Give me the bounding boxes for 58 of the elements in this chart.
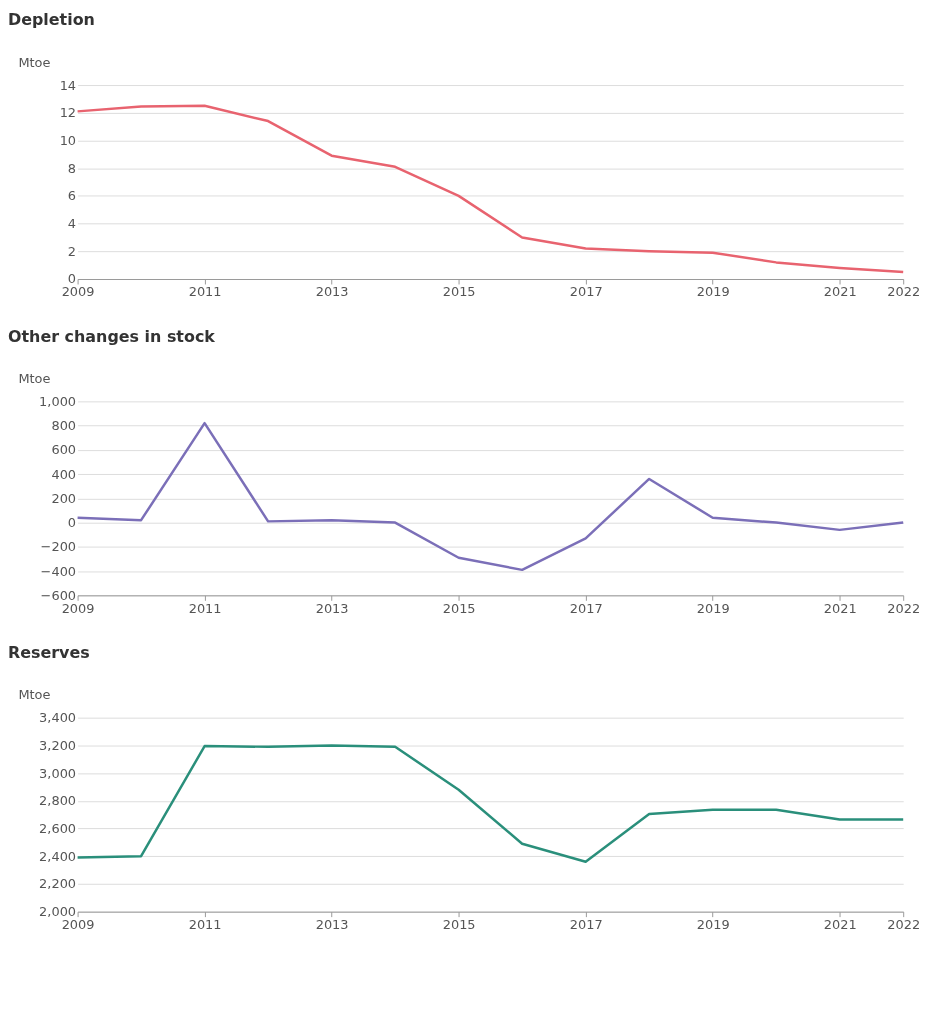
chart-title: Depletion xyxy=(7,10,95,30)
y-tick-label: 3,000 xyxy=(39,765,77,781)
y-tick-label: 3,200 xyxy=(39,737,77,753)
y-tick-label: −200 xyxy=(40,539,77,555)
y-tick-label: 600 xyxy=(51,442,77,458)
line-series xyxy=(76,104,905,274)
x-tick-label: 2009 xyxy=(61,917,95,933)
y-tick-label: −400 xyxy=(40,563,77,579)
x-tick-label: 2017 xyxy=(569,284,603,300)
y-tick-label: 6 xyxy=(67,188,77,204)
x-tick-label: 2015 xyxy=(442,600,476,616)
y-tick-label: 2,000 xyxy=(39,904,77,920)
x-tick-label: 2022 xyxy=(887,284,921,300)
x-tick-label: 2011 xyxy=(188,600,222,616)
y-tick-label: 200 xyxy=(51,490,77,506)
line-series xyxy=(76,421,905,572)
x-tick-label: 2015 xyxy=(442,284,476,300)
x-tick-label: 2009 xyxy=(61,600,95,616)
x-tick-label: 2013 xyxy=(315,284,349,300)
y-tick-label: 3,400 xyxy=(39,710,77,726)
y-tick-label: 12 xyxy=(59,105,77,121)
y-tick-label: 2,400 xyxy=(39,848,77,864)
y-tick-label: −600 xyxy=(40,587,77,603)
y-tick-label: 14 xyxy=(59,77,77,93)
x-tick-label: 2017 xyxy=(569,600,603,616)
y-axis-title: Mtoe xyxy=(18,54,51,70)
x-tick-label: 2013 xyxy=(315,917,349,933)
y-tick-label: 10 xyxy=(59,132,77,148)
y-tick-label: 0 xyxy=(67,515,77,531)
y-tick-label: 1,000 xyxy=(39,393,77,409)
y-tick-label: 800 xyxy=(51,418,77,434)
y-tick-label: 2,800 xyxy=(39,793,77,809)
x-tick-label: 2021 xyxy=(823,600,857,616)
y-tick-label: 2 xyxy=(67,243,77,259)
x-tick-label: 2011 xyxy=(188,284,222,300)
x-tick-label: 2021 xyxy=(823,284,857,300)
x-tick-label: 2022 xyxy=(887,600,921,616)
y-axis-title: Mtoe xyxy=(18,370,51,386)
line-series xyxy=(76,744,905,864)
y-tick-label: 0 xyxy=(67,271,77,287)
x-tick-label: 2017 xyxy=(569,917,603,933)
x-tick-label: 2019 xyxy=(696,284,730,300)
y-tick-label: 2,200 xyxy=(39,876,77,892)
x-tick-label: 2022 xyxy=(887,917,921,933)
x-tick-label: 2013 xyxy=(315,600,349,616)
x-tick-label: 2011 xyxy=(188,917,222,933)
y-tick-label: 8 xyxy=(67,160,77,176)
chart-title: Reserves xyxy=(7,643,90,662)
x-tick-label: 2019 xyxy=(696,600,730,616)
y-tick-label: 400 xyxy=(51,466,77,482)
y-axis-title: Mtoe xyxy=(18,687,51,703)
chart-title: Other changes in stock xyxy=(7,326,216,346)
x-tick-label: 2009 xyxy=(61,284,95,300)
y-tick-label: 4 xyxy=(67,216,77,232)
x-tick-label: 2019 xyxy=(696,917,730,933)
x-tick-label: 2021 xyxy=(823,917,857,933)
y-tick-label: 2,600 xyxy=(39,821,77,836)
x-tick-label: 2015 xyxy=(442,917,476,933)
